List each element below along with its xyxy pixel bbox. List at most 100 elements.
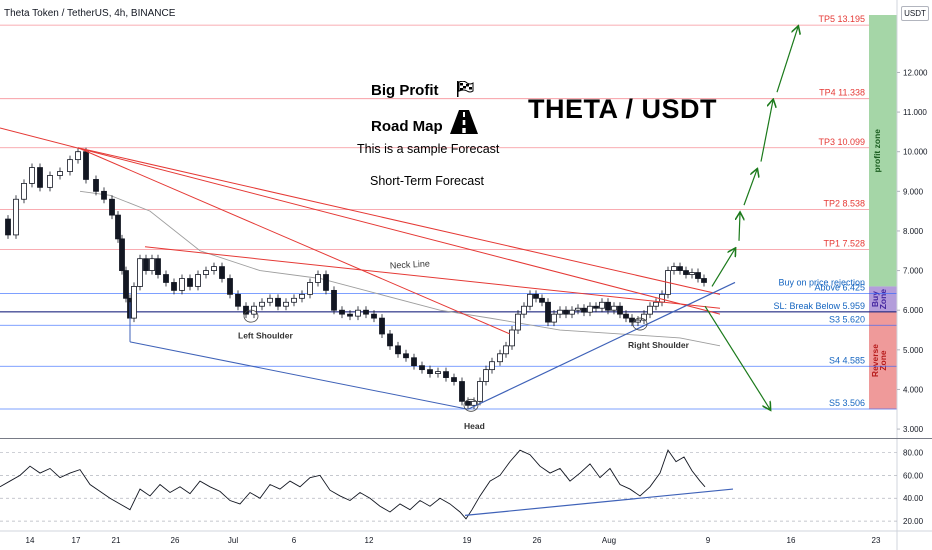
price-candle-57 xyxy=(435,371,441,375)
left-shoulder-label: Left Shoulder xyxy=(238,331,293,341)
level-label-6: Above 6.425 xyxy=(814,282,865,292)
level-label-2: TP3 10.099 xyxy=(818,137,865,147)
price-candle-40 xyxy=(299,293,305,299)
price-candle-64 xyxy=(483,369,489,382)
price-candle-26 xyxy=(187,278,193,287)
rsi-tick-label-1: 40.00 xyxy=(903,494,924,503)
price-candle-6 xyxy=(47,175,53,188)
price-candle-20 xyxy=(143,258,149,271)
price-tick-label-0: 3.000 xyxy=(903,425,924,434)
price-candle-70 xyxy=(521,305,527,315)
price-candle-84 xyxy=(605,301,611,311)
time-tick-label-6: 12 xyxy=(365,536,374,545)
price-candle-55 xyxy=(419,365,425,371)
price-candle-14 xyxy=(115,214,121,240)
bearish-arrow xyxy=(704,305,770,409)
price-candle-41 xyxy=(307,282,313,295)
price-candle-51 xyxy=(387,333,393,347)
forecast-arrow-3 xyxy=(743,170,757,206)
rsi-trendline xyxy=(464,488,734,517)
price-candle-29 xyxy=(211,266,217,271)
price-candle-71 xyxy=(527,293,533,307)
price-candle-83 xyxy=(599,301,605,309)
price-candle-35 xyxy=(259,301,265,307)
price-candle-43 xyxy=(323,274,329,291)
time-tick-label-11: 16 xyxy=(787,536,796,545)
buy-zone-label-1: Buy xyxy=(870,291,880,307)
price-candle-78 xyxy=(569,309,575,315)
time-tick-label-8: 26 xyxy=(533,536,542,545)
price-candle-56 xyxy=(427,369,433,375)
price-candle-37 xyxy=(275,297,281,307)
price-candle-5 xyxy=(37,167,43,188)
price-candle-73 xyxy=(539,297,545,303)
time-tick-label-12: 23 xyxy=(872,536,881,545)
price-candle-87 xyxy=(623,313,629,319)
price-tick-label-5: 8.000 xyxy=(903,227,924,236)
price-candle-53 xyxy=(403,353,409,359)
price-candle-76 xyxy=(557,309,563,315)
price-candle-80 xyxy=(581,307,587,313)
price-candle-25 xyxy=(179,278,185,291)
price-candle-28 xyxy=(203,270,209,275)
head-label: Head xyxy=(464,421,485,431)
price-candle-45 xyxy=(339,309,345,315)
quote-currency-badge[interactable]: USDT xyxy=(901,6,929,21)
price-tick-label-1: 4.000 xyxy=(903,385,924,394)
forecast-arrow-2 xyxy=(739,213,740,241)
right-shoulder-label: Right Shoulder xyxy=(628,340,690,350)
level-label-10: S5 3.506 xyxy=(829,398,865,408)
time-tick-label-3: 26 xyxy=(171,536,180,545)
price-candle-79 xyxy=(575,307,581,311)
rsi-tick-label-3: 80.00 xyxy=(903,448,924,457)
price-candle-96 xyxy=(677,266,683,271)
level-label-4: TP1 7.528 xyxy=(823,239,865,249)
price-candle-99 xyxy=(695,272,701,279)
price-candle-2 xyxy=(13,198,19,236)
trendline-lower xyxy=(129,341,469,410)
price-candle-7 xyxy=(57,171,63,176)
price-candle-24 xyxy=(171,282,177,291)
pair-heading: THETA / USDT xyxy=(528,94,717,124)
price-candle-68 xyxy=(509,329,515,347)
checkered-flag-icon xyxy=(457,81,474,97)
buy-zone-label-2: Zone xyxy=(878,289,888,310)
price-candle-91 xyxy=(647,305,653,315)
price-candle-81 xyxy=(587,305,593,313)
forecast-arrow-1 xyxy=(711,249,735,287)
price-candle-85 xyxy=(611,305,617,311)
price-candle-60 xyxy=(459,381,465,402)
sample-forecast-note: This is a sample Forecast xyxy=(357,142,500,156)
price-candle-16 xyxy=(123,270,129,299)
price-candle-21 xyxy=(149,258,155,271)
price-tick-label-8: 11.000 xyxy=(903,108,927,117)
price-candle-54 xyxy=(411,357,417,367)
price-candle-31 xyxy=(227,278,233,295)
price-tick-label-3: 6.000 xyxy=(903,306,924,315)
price-candle-39 xyxy=(291,297,297,303)
price-candle-36 xyxy=(267,297,273,303)
price-candle-38 xyxy=(283,301,289,307)
level-label-5: Buy on price rejection xyxy=(778,277,865,287)
price-candle-100 xyxy=(701,278,707,283)
price-candle-8 xyxy=(67,159,73,172)
price-candle-33 xyxy=(243,305,249,315)
price-candle-9 xyxy=(75,151,81,161)
trendline-upper-2 xyxy=(77,147,511,335)
forecast-arrow-5 xyxy=(776,27,798,93)
price-candle-30 xyxy=(219,266,225,279)
right-shoulder-marker xyxy=(632,317,648,331)
level-label-9: S4 4.585 xyxy=(829,355,865,365)
price-tick-label-4: 7.000 xyxy=(903,267,924,276)
buy-zone-band xyxy=(869,286,897,312)
price-tick-label-2: 5.000 xyxy=(903,346,924,355)
price-tick-label-6: 9.000 xyxy=(903,187,924,196)
level-label-0: TP5 13.195 xyxy=(818,14,865,24)
time-tick-label-4: Jul xyxy=(228,536,238,545)
rsi-tick-label-2: 60.00 xyxy=(903,471,924,480)
price-candle-48 xyxy=(363,309,369,315)
price-candle-89 xyxy=(635,319,641,323)
price-candle-50 xyxy=(379,317,385,335)
